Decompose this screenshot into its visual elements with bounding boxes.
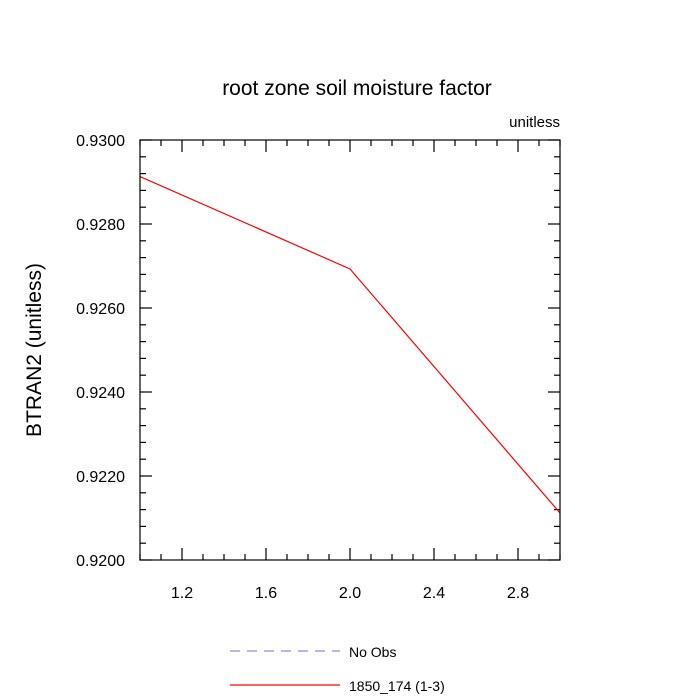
y-axis-label: BTRAN2 (unitless) bbox=[23, 263, 46, 437]
x-tick-label: 1.2 bbox=[171, 585, 193, 602]
x-tick-label: 2.0 bbox=[339, 585, 361, 602]
x-tick-label: 1.6 bbox=[255, 585, 277, 602]
y-tick-label: 0.9280 bbox=[76, 217, 125, 234]
chart-title: root zone soil moisture factor bbox=[222, 77, 492, 100]
plot-frame bbox=[139, 139, 561, 561]
series-lines bbox=[139, 175, 561, 514]
y-tick-label: 0.9200 bbox=[76, 553, 125, 570]
x-tick-label: 2.8 bbox=[507, 585, 529, 602]
y-tick-label: 0.9220 bbox=[76, 469, 125, 486]
y-tick-label: 0.9260 bbox=[76, 301, 125, 318]
units-label: unitless bbox=[509, 114, 560, 131]
legend: No Obs 1850_174 (1-3) bbox=[230, 644, 445, 694]
tick-labels: 1.2 1.6 2.0 2.4 2.8 0.9200 0.9220 0.9240 0.9260 0… bbox=[76, 133, 529, 602]
major-ticks bbox=[140, 139, 560, 561]
y-tick-label: 0.9300 bbox=[76, 133, 125, 150]
series-line bbox=[139, 175, 561, 514]
y-tick-label: 0.9240 bbox=[76, 385, 125, 402]
minor-ticks bbox=[139, 140, 561, 560]
x-tick-label: 2.4 bbox=[423, 585, 445, 602]
legend-label: No Obs bbox=[349, 644, 396, 660]
legend-label: 1850_174 (1-3) bbox=[349, 678, 445, 694]
